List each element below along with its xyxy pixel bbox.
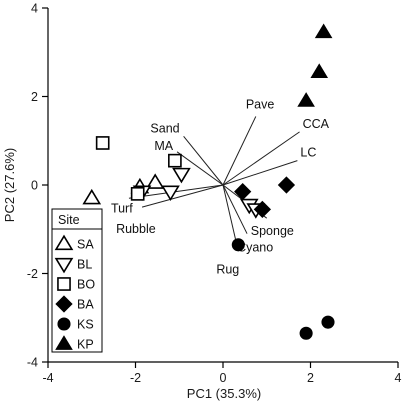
y-tick-label: -4 [27, 356, 38, 370]
legend-title: Site [58, 213, 80, 227]
x-tick-label: 0 [220, 371, 227, 385]
y-axis-title: PC2 (27.6%) [2, 148, 17, 222]
loading-vector-ma [176, 151, 224, 186]
data-points [82, 23, 335, 340]
vector-label-ma: MA [154, 139, 173, 153]
point-sa [82, 188, 102, 205]
point-bl [172, 167, 191, 184]
legend-label-bo: BO [77, 278, 95, 292]
loading-vectors: Pave CCA LC Sand MA Turf Rubble Sponge Cyano Rug [111, 97, 330, 276]
point-sa [145, 173, 165, 189]
y-tick-label: 0 [31, 179, 38, 193]
vector-label-rug: Rug [216, 262, 239, 276]
loading-vector-cca [222, 131, 300, 186]
point-ba [277, 176, 296, 194]
legend-label-kp: KP [77, 338, 94, 352]
point-bo [130, 187, 145, 201]
legend-label-ba: BA [77, 298, 94, 312]
legend: Site SA BL BO BA KS KP [51, 208, 103, 353]
point-bl [161, 185, 180, 202]
vector-label-lc: LC [300, 146, 316, 160]
x-tick-label: 2 [307, 371, 314, 385]
x-axis-title: PC1 (35.3%) [187, 386, 261, 401]
loading-vector-sand [183, 136, 224, 186]
loading-vector-rubble [141, 184, 224, 208]
y-tick-label: -2 [27, 267, 38, 281]
point-ks [321, 315, 335, 329]
x-tick-label: 4 [395, 371, 402, 385]
vector-label-cca: CCA [303, 117, 330, 131]
legend-marker-bl [54, 257, 74, 274]
legend-marker-bo [57, 277, 71, 291]
legend-marker-kp [55, 335, 73, 350]
loading-vector-cyano [222, 184, 248, 234]
loading-vector-lc [222, 160, 298, 186]
legend-marker-ks [57, 317, 71, 331]
y-tick-label: 4 [31, 2, 38, 16]
legend-label-ks: KS [77, 318, 94, 332]
vector-label-sponge: Sponge [251, 224, 294, 238]
vector-label-rubble: Rubble [116, 222, 156, 236]
legend-label-sa: SA [77, 238, 94, 252]
point-kp [314, 23, 333, 39]
point-ba [234, 183, 252, 201]
vector-label-turf: Turf [111, 201, 133, 215]
point-ba [253, 200, 272, 218]
point-bo [168, 153, 182, 168]
x-tick-label: -4 [42, 371, 53, 385]
vector-label-pave: Pave [246, 97, 275, 111]
point-bo [95, 136, 110, 150]
ticks: -4 -2 0 2 4 -4 -2 0 2 4 [27, 2, 402, 386]
legend-label-bl: BL [77, 258, 92, 272]
vector-label-sand: Sand [150, 121, 179, 135]
point-kp [310, 63, 329, 78]
legend-marker-sa [54, 234, 74, 251]
point-ks [231, 238, 245, 252]
y-tick-label: 2 [31, 90, 38, 104]
loading-vector-pave [222, 116, 257, 186]
point-kp [297, 92, 315, 107]
point-ks [299, 326, 313, 340]
legend-marker-ba [55, 295, 73, 313]
x-tick-label: -2 [130, 371, 141, 385]
vector-label-cyano: Cyano [237, 241, 273, 255]
